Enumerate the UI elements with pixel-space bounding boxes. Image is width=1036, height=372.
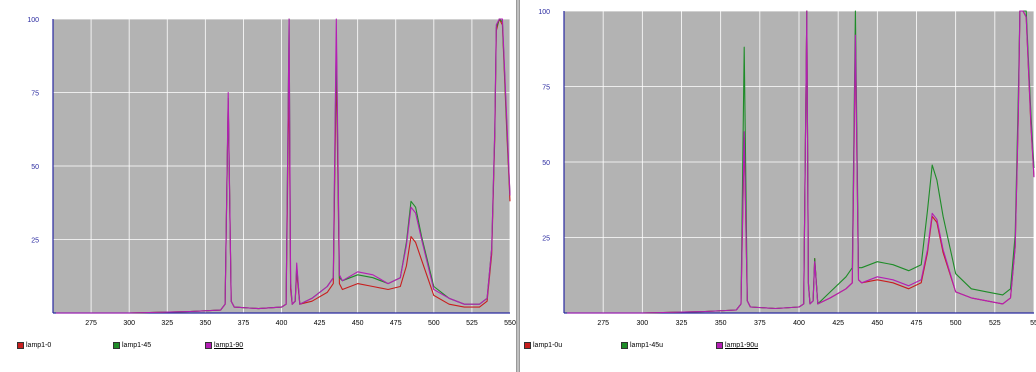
x-tick-label: 325	[676, 320, 688, 327]
chart-panel-right: 275 300 325 350 375 400 425 450 475 500 525 55 100 75…	[519, 0, 1036, 372]
series-line-lamp1-90u	[567, 10, 1035, 314]
spectrum-chart-right: 275 300 325 350 375 400 425 450 475 500 525 55 100 75…	[538, 9, 1036, 327]
x-tick-label: 425	[314, 320, 326, 327]
x-tick-label: 400	[793, 320, 805, 327]
y-tick-label: 25	[31, 238, 39, 245]
x-tick-label: 300	[123, 320, 135, 327]
x-tick-label: 350	[199, 320, 211, 327]
y-tick-label: 25	[542, 236, 550, 243]
y-tick-label: 75	[31, 91, 39, 98]
legend-swatch-lamp1-90	[205, 342, 212, 349]
legend-swatch-lamp1-45	[113, 342, 120, 349]
x-tick-label: 500	[950, 320, 962, 327]
legend-item-lamp1-0u[interactable]: lamp1-0u	[524, 342, 562, 349]
legend-item-lamp1-0[interactable]: lamp1-0	[17, 342, 51, 349]
series-line-lamp1-90	[56, 18, 511, 314]
panel-divider	[517, 0, 519, 372]
legend-swatch-lamp1-45u	[621, 342, 628, 349]
legend-label-lamp1-45u: lamp1-45u	[630, 342, 664, 349]
x-tick-label: 375	[754, 320, 766, 327]
chart-panel-left: 275 300 325 350 375 400 425 450 475 500 525 550 100 7…	[0, 0, 517, 372]
legend-item-lamp1-45[interactable]: lamp1-45	[113, 342, 151, 349]
legend-label-lamp1-0: lamp1-0	[26, 342, 52, 349]
legend-label-lamp1-90: lamp1-90	[214, 342, 244, 349]
legend-item-lamp1-45u[interactable]: lamp1-45u	[621, 342, 663, 349]
legend-label-lamp1-45: lamp1-45	[122, 342, 152, 349]
x-tick-label: 525	[466, 320, 478, 327]
legend-item-lamp1-90u[interactable]: lamp1-90u	[716, 342, 758, 349]
legend-left: lamp1-0 lamp1-45 lamp1-90	[0, 338, 517, 358]
x-tick-label: 375	[238, 320, 250, 327]
spectrum-chart-left: 275 300 325 350 375 400 425 450 475 500 525 550 100 7…	[27, 17, 516, 327]
y-tick-label: 50	[542, 160, 550, 167]
x-tick-label: 500	[428, 320, 440, 327]
x-tick-label: 325	[161, 320, 173, 327]
x-tick-label: 550	[504, 320, 516, 327]
x-tick-label: 55	[1030, 320, 1036, 327]
x-tick-label: 350	[715, 320, 727, 327]
legend-right: lamp1-0u lamp1-45u lamp1-90u	[520, 338, 1036, 358]
y-tick-label: 75	[542, 85, 550, 92]
x-tick-label: 475	[390, 320, 402, 327]
x-tick-label: 450	[871, 320, 883, 327]
y-tick-label: 100	[27, 17, 39, 24]
y-tick-label: 50	[31, 164, 39, 171]
legend-swatch-lamp1-0	[17, 342, 24, 349]
legend-swatch-lamp1-90u	[716, 342, 723, 349]
x-tick-label: 475	[911, 320, 923, 327]
y-tick-label: 100	[538, 9, 550, 16]
legend-label-lamp1-0u: lamp1-0u	[533, 342, 563, 349]
legend-label-lamp1-90u: lamp1-90u	[725, 342, 759, 349]
x-tick-label: 275	[597, 320, 609, 327]
x-tick-label: 300	[636, 320, 648, 327]
x-tick-label: 450	[352, 320, 364, 327]
legend-item-lamp1-90[interactable]: lamp1-90	[205, 342, 243, 349]
x-tick-label: 400	[276, 320, 288, 327]
legend-swatch-lamp1-0u	[524, 342, 531, 349]
x-tick-label: 275	[85, 320, 97, 327]
x-tick-label: 525	[989, 320, 1001, 327]
x-tick-label: 425	[832, 320, 844, 327]
